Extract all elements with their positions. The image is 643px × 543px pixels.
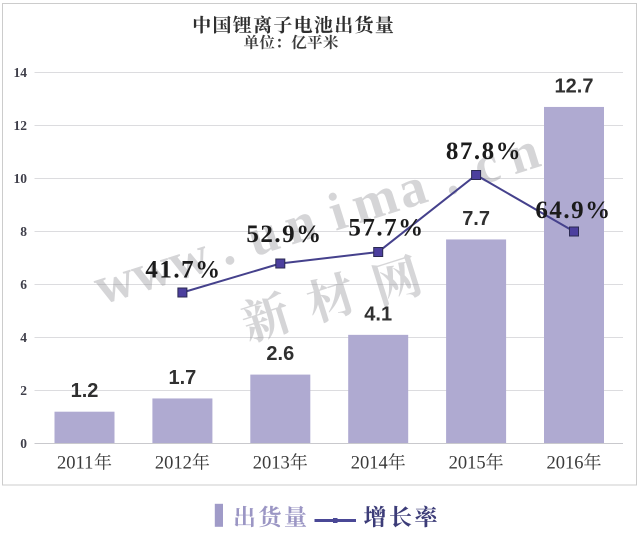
svg-text:8: 8	[20, 224, 27, 239]
svg-text:4.1: 4.1	[364, 303, 392, 325]
svg-text:41.7%: 41.7%	[145, 257, 221, 284]
svg-text:12.7: 12.7	[555, 76, 594, 98]
svg-text:4: 4	[20, 330, 27, 345]
svg-text:2013: 2013	[253, 454, 290, 474]
svg-text:87.8%: 87.8%	[446, 138, 522, 165]
svg-text:2016: 2016	[547, 454, 584, 474]
svg-text:6: 6	[20, 277, 27, 292]
svg-text:64.9%: 64.9%	[535, 197, 611, 224]
svg-text:0: 0	[20, 436, 27, 451]
svg-text:2011: 2011	[57, 454, 93, 474]
svg-text:2015: 2015	[449, 454, 486, 474]
svg-text:52.9%: 52.9%	[246, 221, 322, 248]
svg-text:2014: 2014	[351, 454, 388, 474]
svg-text:10: 10	[14, 171, 28, 186]
svg-text:1.7: 1.7	[168, 367, 196, 389]
svg-text:2012: 2012	[155, 454, 192, 474]
svg-text:1.2: 1.2	[71, 380, 99, 402]
svg-text:12: 12	[14, 118, 28, 133]
svg-text:2: 2	[20, 383, 27, 398]
svg-text:57.7%: 57.7%	[348, 214, 424, 241]
svg-text:14: 14	[14, 65, 28, 80]
svg-text:7.7: 7.7	[462, 208, 490, 230]
svg-text:2.6: 2.6	[266, 343, 294, 365]
